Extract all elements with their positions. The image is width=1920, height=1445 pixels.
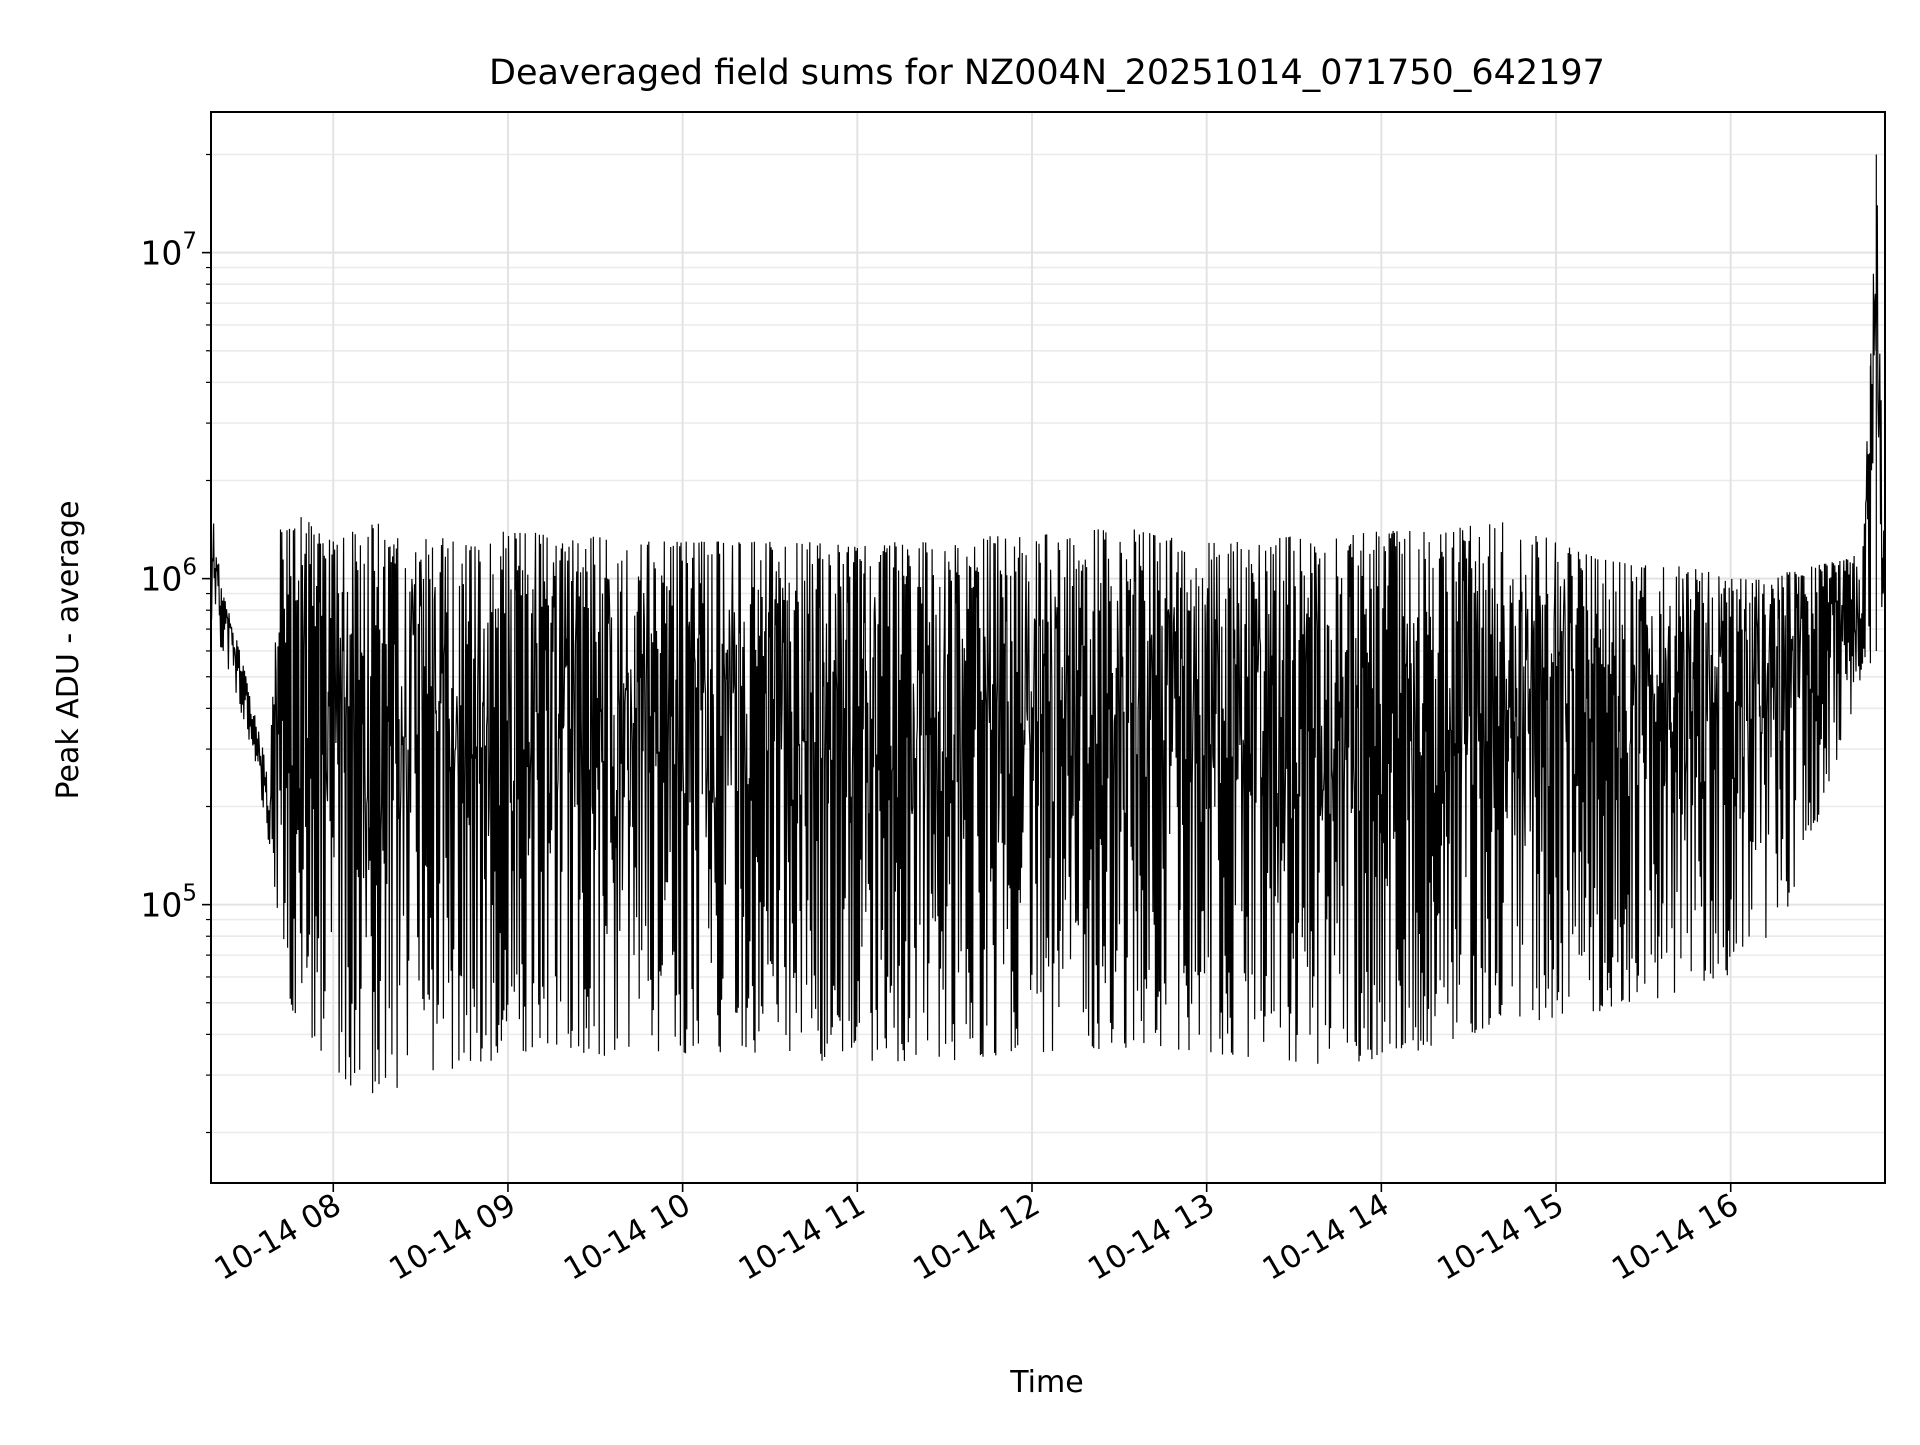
y-tick-exponent: 6 (182, 555, 197, 581)
y-tick-base: 10 (140, 886, 182, 925)
y-tick-label: 106 (140, 555, 197, 599)
axes-layer (210, 111, 1886, 1184)
series-layer (210, 154, 1886, 1094)
y-axis-label: Peak ADU - average (51, 500, 86, 799)
y-tick-label: 105 (140, 881, 197, 925)
chart-title: Deaveraged field sums for NZ004N_2025101… (489, 53, 1605, 93)
series-line (210, 154, 1886, 1094)
y-tick-exponent: 5 (182, 881, 197, 907)
y-tick-base: 10 (140, 560, 182, 599)
y-tick-exponent: 7 (182, 229, 197, 255)
y-tick-label: 107 (140, 229, 197, 273)
y-tick-base: 10 (140, 234, 182, 273)
plot-frame (210, 111, 1886, 1184)
x-axis-label: Time (1009, 1365, 1083, 1400)
